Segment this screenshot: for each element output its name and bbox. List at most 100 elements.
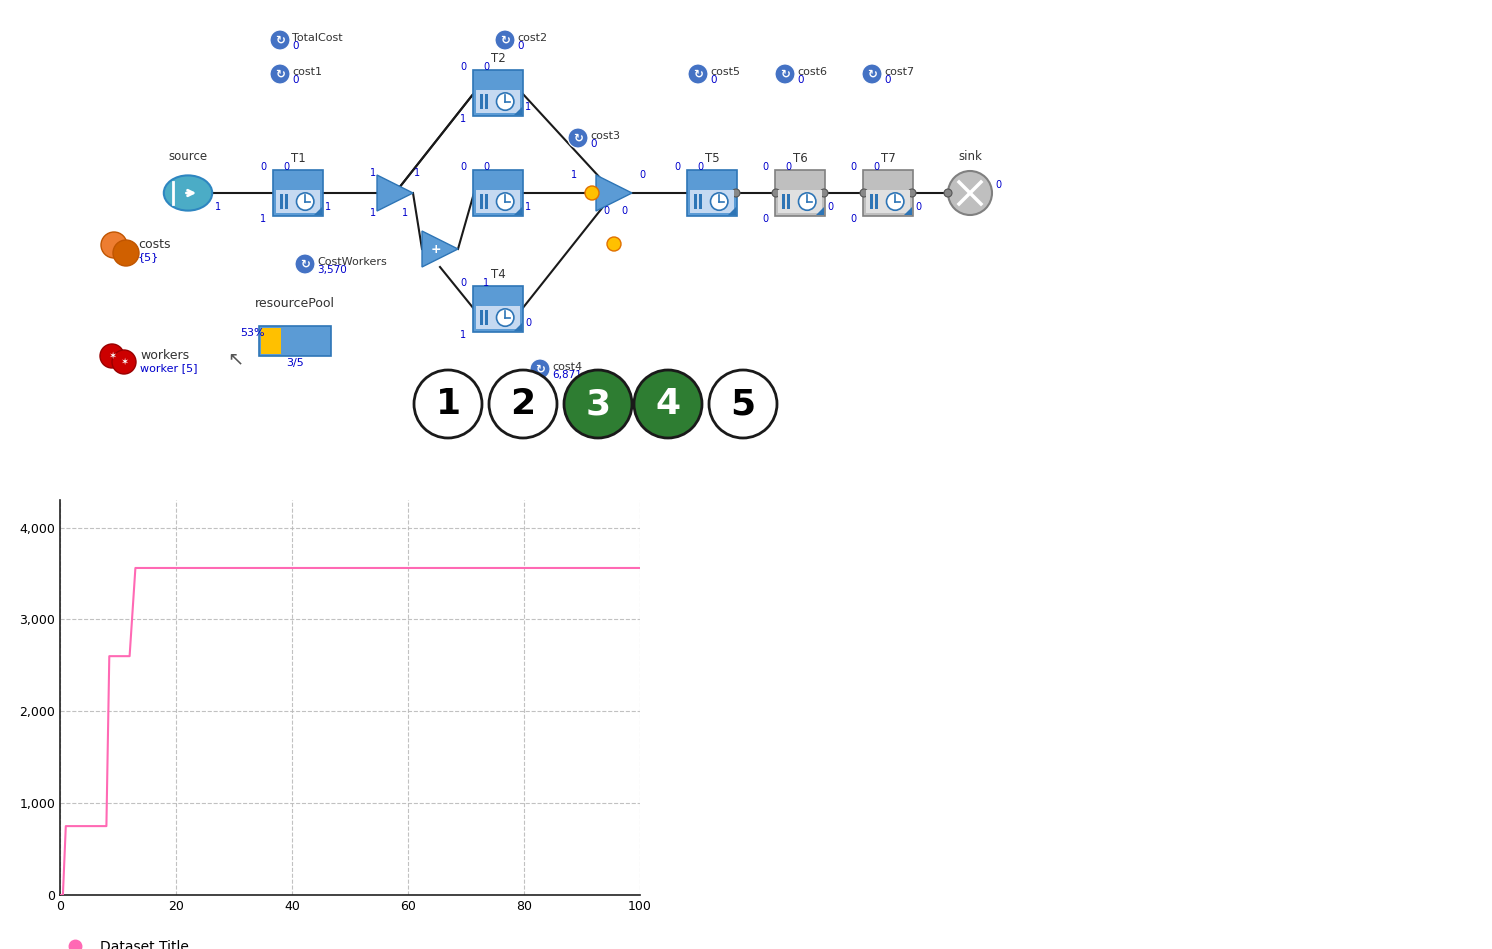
Text: ↻: ↻ (275, 33, 285, 47)
Ellipse shape (564, 370, 633, 438)
Circle shape (944, 189, 952, 197)
Circle shape (530, 359, 551, 379)
Text: 0: 0 (762, 162, 768, 172)
Text: T2: T2 (491, 52, 506, 65)
FancyBboxPatch shape (786, 195, 789, 209)
Text: 0: 0 (283, 162, 289, 172)
Ellipse shape (164, 176, 212, 211)
FancyBboxPatch shape (273, 170, 322, 216)
Text: 0: 0 (460, 162, 466, 172)
Text: +: + (431, 243, 442, 255)
Text: 0: 0 (525, 318, 531, 328)
Text: 1: 1 (215, 202, 221, 212)
Text: 0: 0 (850, 162, 856, 172)
Text: T1: T1 (291, 152, 306, 165)
Text: 1: 1 (460, 114, 466, 124)
Text: ↻: ↻ (536, 363, 545, 376)
Circle shape (821, 189, 828, 197)
Text: ✶: ✶ (107, 351, 116, 361)
FancyBboxPatch shape (782, 195, 785, 209)
Polygon shape (904, 207, 912, 215)
Polygon shape (377, 175, 413, 211)
Ellipse shape (709, 370, 777, 438)
FancyBboxPatch shape (865, 190, 910, 213)
Text: 0: 0 (603, 206, 609, 216)
Circle shape (886, 193, 904, 211)
Circle shape (295, 254, 315, 274)
Text: 0: 0 (697, 162, 703, 172)
FancyBboxPatch shape (870, 195, 873, 209)
Circle shape (774, 64, 795, 84)
Text: 0: 0 (762, 214, 768, 224)
Text: 0: 0 (589, 139, 597, 149)
Circle shape (688, 64, 709, 84)
Text: T5: T5 (704, 152, 719, 165)
Text: workers: workers (140, 348, 189, 362)
Text: 1: 1 (571, 170, 577, 180)
FancyBboxPatch shape (476, 190, 521, 213)
Legend: Dataset Title: Dataset Title (55, 934, 194, 949)
Text: cost4: cost4 (552, 362, 582, 372)
Text: ↻: ↻ (573, 132, 583, 144)
FancyBboxPatch shape (689, 190, 734, 213)
FancyBboxPatch shape (480, 310, 483, 325)
Text: ↻: ↻ (275, 67, 285, 81)
Circle shape (101, 232, 127, 258)
FancyBboxPatch shape (862, 170, 913, 216)
FancyBboxPatch shape (260, 326, 331, 356)
Text: 0: 0 (621, 206, 627, 216)
Circle shape (270, 30, 289, 50)
Text: CostWorkers: CostWorkers (316, 257, 386, 267)
Circle shape (710, 193, 728, 211)
Text: ↖: ↖ (227, 349, 243, 368)
Polygon shape (515, 207, 522, 215)
FancyBboxPatch shape (774, 170, 825, 216)
Circle shape (100, 344, 124, 368)
Text: 0: 0 (483, 162, 489, 172)
Text: T7: T7 (880, 152, 895, 165)
Ellipse shape (634, 370, 703, 438)
Circle shape (585, 186, 598, 200)
Circle shape (270, 64, 289, 84)
Circle shape (607, 237, 621, 251)
Circle shape (497, 308, 513, 326)
Text: 0: 0 (260, 162, 266, 172)
Ellipse shape (413, 370, 482, 438)
Text: ↻: ↻ (694, 67, 703, 81)
Text: 0: 0 (850, 214, 856, 224)
Text: cost6: cost6 (797, 67, 827, 77)
Text: {5}: {5} (137, 252, 160, 262)
Text: 0: 0 (483, 62, 489, 72)
Text: 0: 0 (785, 162, 791, 172)
Text: 3,570: 3,570 (316, 265, 346, 275)
Text: 0: 0 (460, 62, 466, 72)
Text: 1: 1 (460, 330, 466, 340)
Circle shape (909, 189, 916, 197)
Text: ↻: ↻ (867, 67, 877, 81)
Text: 0: 0 (710, 75, 716, 85)
Text: cost7: cost7 (883, 67, 915, 77)
Text: 1: 1 (436, 387, 461, 421)
Text: 0: 0 (995, 180, 1001, 190)
Text: 0: 0 (797, 75, 804, 85)
Text: 3: 3 (585, 387, 610, 421)
Text: 1: 1 (525, 202, 531, 212)
Circle shape (862, 64, 882, 84)
Text: ↻: ↻ (300, 257, 310, 270)
FancyBboxPatch shape (686, 170, 737, 216)
FancyBboxPatch shape (276, 190, 319, 213)
Text: 4: 4 (655, 387, 680, 421)
Text: cost2: cost2 (518, 33, 548, 43)
Text: sink: sink (958, 150, 982, 163)
Text: 0: 0 (292, 75, 298, 85)
Circle shape (771, 189, 780, 197)
FancyBboxPatch shape (874, 195, 877, 209)
Text: TotalCost: TotalCost (292, 33, 343, 43)
Text: 0: 0 (518, 41, 524, 51)
Text: resourcePool: resourcePool (255, 296, 336, 309)
Ellipse shape (489, 370, 557, 438)
Polygon shape (515, 107, 522, 115)
Text: 53%: 53% (240, 328, 266, 338)
Text: T6: T6 (792, 152, 807, 165)
Circle shape (733, 189, 740, 197)
